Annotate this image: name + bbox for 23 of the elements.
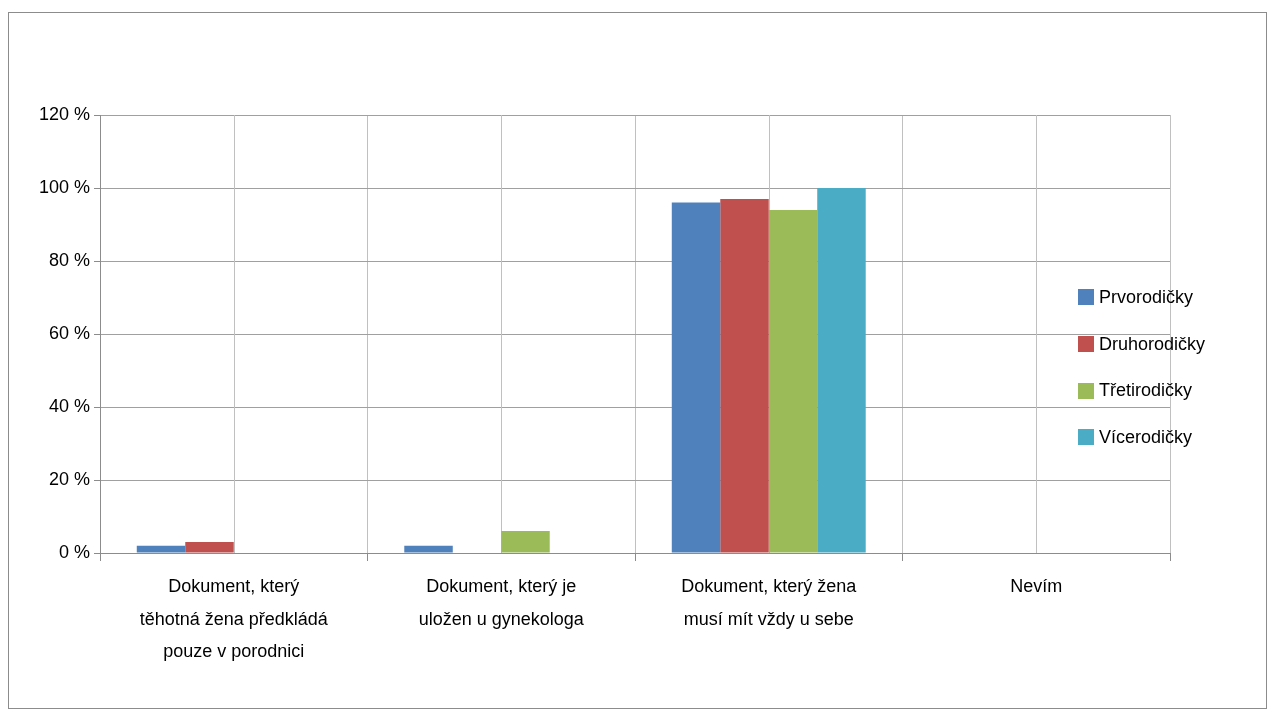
y-tick-label: 100 % [38,176,90,197]
bar [817,188,866,553]
legend-label: Druhorodičky [1099,333,1206,355]
y-tick-label: 60 % [48,322,90,343]
bar [720,198,769,553]
bar [768,209,818,553]
y-tick-label: 40 % [48,395,90,416]
bar [671,202,721,553]
y-tick-label: 0 % [58,541,90,562]
bar [501,531,550,553]
x-tick-label: Dokument, který je uložen u gynekologa [418,576,585,629]
y-tick-label: 20 % [48,468,90,489]
x-tick-label: Dokument, který těhotná žena předkládá pouze v porodnici [139,576,329,661]
y-tick-label: 120 % [38,103,90,124]
y-tick-label: 80 % [48,249,90,270]
x-tick-label: Dokument, který žena musí mít vždy u sebe [681,576,858,629]
legend-label: Prvorodičky [1099,286,1194,308]
bar [136,545,186,553]
bar [185,542,234,553]
legend-label: Třetirodičky [1099,380,1193,402]
bar [404,545,453,553]
x-tick-label: Nevím [1010,576,1063,597]
legend-label: Vícerodičky [1099,426,1193,448]
